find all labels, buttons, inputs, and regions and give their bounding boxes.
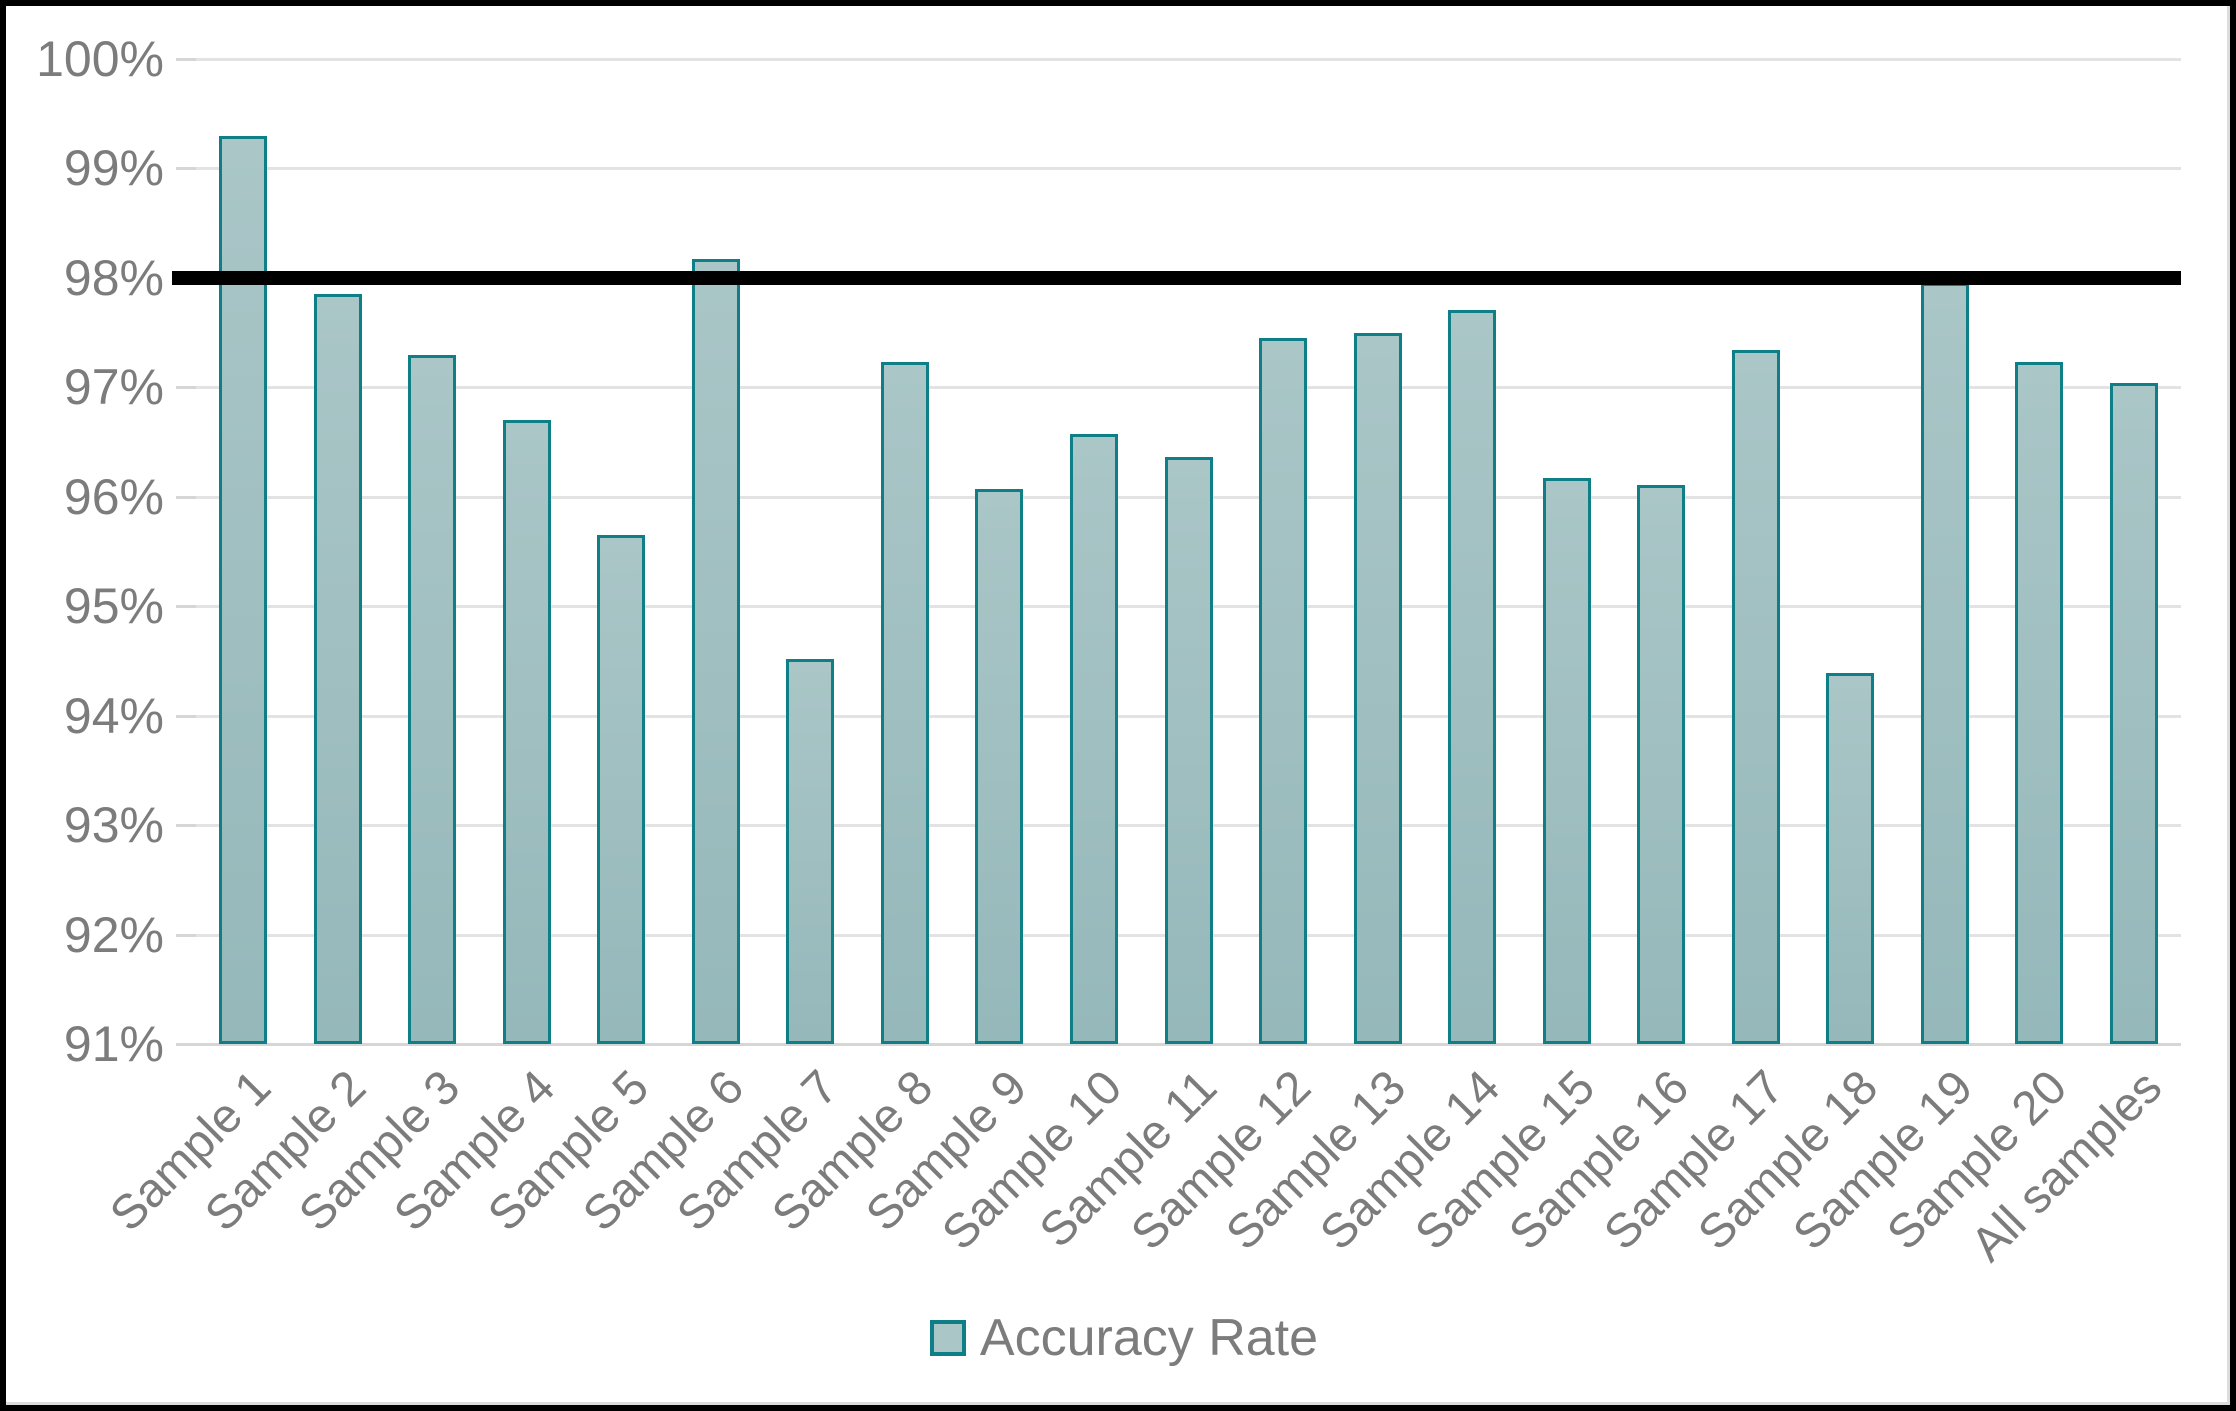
bar-sample-20 xyxy=(2015,362,2064,1044)
y-axis-tick xyxy=(176,605,196,609)
bar-sample-10 xyxy=(1069,434,1118,1044)
bar-sample-5 xyxy=(597,535,646,1044)
bar-sample-15 xyxy=(1542,478,1591,1044)
y-axis-label: 94% xyxy=(63,687,164,744)
target-reference-line xyxy=(172,270,2181,285)
y-axis-label: 95% xyxy=(63,578,164,635)
bar-sample-13 xyxy=(1353,332,1402,1044)
bar-sample-8 xyxy=(880,362,929,1044)
gridline xyxy=(196,386,2181,390)
y-axis-tick xyxy=(176,386,196,390)
bar-sample-19 xyxy=(1920,283,1969,1044)
bar-sample-11 xyxy=(1164,457,1213,1044)
bar-sample-4 xyxy=(502,420,551,1044)
y-axis-label: 92% xyxy=(63,906,164,963)
gridline xyxy=(196,58,2181,61)
y-axis-label: 93% xyxy=(63,797,164,854)
bar-sample-1 xyxy=(219,135,268,1044)
bar-sample-17 xyxy=(1731,350,1780,1044)
bar-all-samples xyxy=(2109,382,2158,1044)
y-axis-label: 98% xyxy=(63,249,164,306)
y-axis-tick xyxy=(176,714,196,718)
gridline xyxy=(196,167,2181,171)
bar-sample-12 xyxy=(1259,338,1308,1044)
x-axis-line xyxy=(196,1043,2181,1046)
bar-sample-6 xyxy=(691,259,740,1044)
y-axis-tick xyxy=(176,58,196,61)
y-axis-tick xyxy=(176,495,196,499)
y-axis-label: 97% xyxy=(63,359,164,416)
bar-sample-14 xyxy=(1448,309,1497,1044)
y-axis-label: 100% xyxy=(36,31,164,87)
legend-label: Accuracy Rate xyxy=(979,1309,1319,1367)
y-axis-tick xyxy=(176,1043,196,1046)
y-axis-label: 99% xyxy=(63,140,164,197)
y-axis-tick xyxy=(176,933,196,937)
bar-sample-3 xyxy=(408,354,457,1044)
bar-sample-2 xyxy=(313,294,362,1044)
y-axis-tick xyxy=(176,167,196,171)
y-axis-label: 96% xyxy=(63,468,164,525)
bar-sample-7 xyxy=(786,658,835,1044)
bar-sample-16 xyxy=(1637,484,1686,1044)
y-axis-label: 91% xyxy=(63,1016,164,1072)
y-axis-tick xyxy=(176,824,196,828)
legend: Accuracy Rate xyxy=(6,1302,2230,1374)
bar-sample-9 xyxy=(975,489,1024,1044)
legend-square-icon xyxy=(929,1320,966,1356)
bar-sample-18 xyxy=(1826,672,1875,1044)
